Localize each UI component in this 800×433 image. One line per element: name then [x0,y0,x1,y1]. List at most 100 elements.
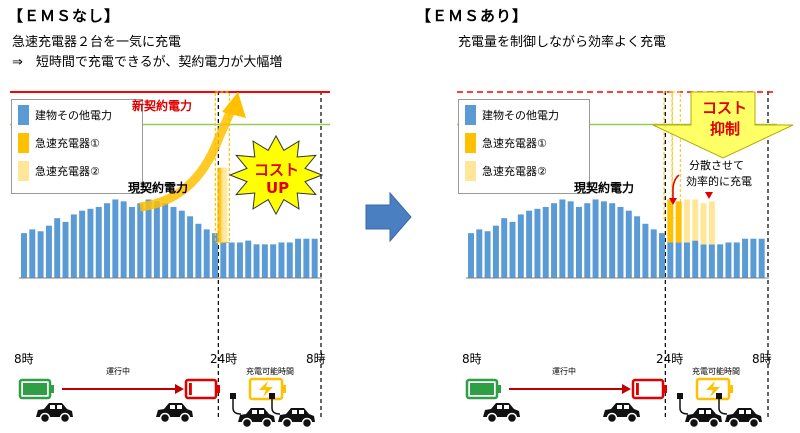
car-icon-window [617,405,622,409]
bar-charger-2 [708,201,715,245]
bar-building [104,203,111,278]
charger-surge-outline [214,91,230,244]
bar-building [145,199,152,278]
battery-charging-icon-bolt [706,381,720,397]
bar-building [733,242,740,278]
battery-empty-icon-fill [189,383,192,395]
bar-building [675,242,682,278]
charging-plug-icon [271,398,281,415]
car-icon-wheel [688,417,700,429]
legend-swatch [18,161,29,181]
bar-building [551,203,558,278]
right-desc-line1: 充電量を制御しながら効率よく充電 [458,35,667,50]
bar-building [758,238,765,278]
car-icon-window [739,410,744,414]
legend-item-charger2: 急速充電器② [465,161,547,181]
right-arrow-icon [365,191,412,243]
battery-full-icon-fill [470,383,494,395]
legend-swatch [18,133,29,153]
bar-building [212,233,219,278]
left-desc-line1: 急速充電器２台を一気に充電 [12,35,182,50]
bar-building [303,238,310,278]
car-icon-wheel [281,417,293,429]
car-icon-wheel [261,417,273,429]
right-tick-start: 8時 [462,352,482,366]
bar-building [112,199,119,278]
car-icon-wheel [159,412,171,424]
legend-item-charger1: 急速充電器① [465,133,547,153]
legend-label: 急速充電器② [35,165,100,178]
bar-building [120,201,127,278]
bar-building [717,244,724,278]
left-desc-line2: ⇒ 短時間で充電できるが、契約電力が大幅増 [12,55,283,70]
bar-building [567,201,574,278]
legend-item-charger1: 急速充電器① [18,133,100,153]
legend-label: 急速充電器① [482,137,547,150]
bar-building [228,242,235,278]
left-tick-start: 8時 [14,352,34,366]
bar-building [484,231,491,278]
car-icon-window [504,405,509,409]
car-icon-window [177,405,182,409]
car-icon-wheel [241,417,253,429]
suppress-text-1: コスト [702,99,748,117]
bar-charger-2 [700,203,707,245]
suppress-text-2: 抑制 [710,120,741,138]
car-icon-window [252,410,257,414]
car-icon-window [259,410,264,414]
note-arrow-head [705,192,713,199]
car-icon-window [497,405,502,409]
bar-building [650,229,657,278]
car-icon-wheel [486,412,498,424]
bar-building [286,242,293,278]
bar-building [659,233,666,278]
legend-swatch [18,105,29,125]
bar-building [37,231,44,278]
run-arrow-head [622,384,631,394]
bar-building [609,203,616,278]
bar-building [750,238,757,278]
bar-building [742,238,749,278]
bar-charger-1 [675,201,682,243]
bar-building [245,240,252,278]
battery-empty-icon-tip [216,385,220,393]
battery-charging-icon-tip [729,385,733,393]
car-icon-wheel [39,412,51,424]
charging-plug-icon-head [677,393,683,399]
bar-building [600,201,607,278]
car-icon-window [50,405,55,409]
bar-building [683,242,690,278]
bar-building [137,203,144,278]
bar-building [278,242,285,278]
right-legend: 建物その他電力 急速充電器① 急速充電器② [458,99,590,194]
car-icon-wheel [626,412,638,424]
right-charge-window-label: 充電可能時間 [692,367,740,376]
bar-building [468,233,474,278]
legend-item-building: 建物その他電力 [465,105,559,125]
bar-building [634,216,641,278]
bar-building [70,214,77,278]
bar-building [692,240,699,278]
bar-building [187,216,194,278]
bar-building [29,229,36,278]
charging-plug-icon-head [269,393,275,399]
car-icon-window [57,405,62,409]
right-title: 【ＥＭＳあり】 [416,7,529,25]
legend-swatch [465,105,476,125]
bar-building [534,208,541,278]
car-icon-wheel [59,412,71,424]
car-icon-window [624,405,629,409]
bar-building [476,229,483,278]
car-icon-window [699,410,704,414]
right-tick-end: 8時 [752,352,772,366]
left-current-contract-label: 現契約電力 [128,181,189,195]
bar-building [311,238,318,278]
charging-plug-icon-head [230,393,236,399]
note-pointer-head [669,198,677,205]
note-pointer [672,174,680,200]
car-icon-wheel [506,412,518,424]
burst-text-2: UP [266,179,290,197]
bar-building [625,210,632,278]
bar-charger-2 [692,199,699,241]
